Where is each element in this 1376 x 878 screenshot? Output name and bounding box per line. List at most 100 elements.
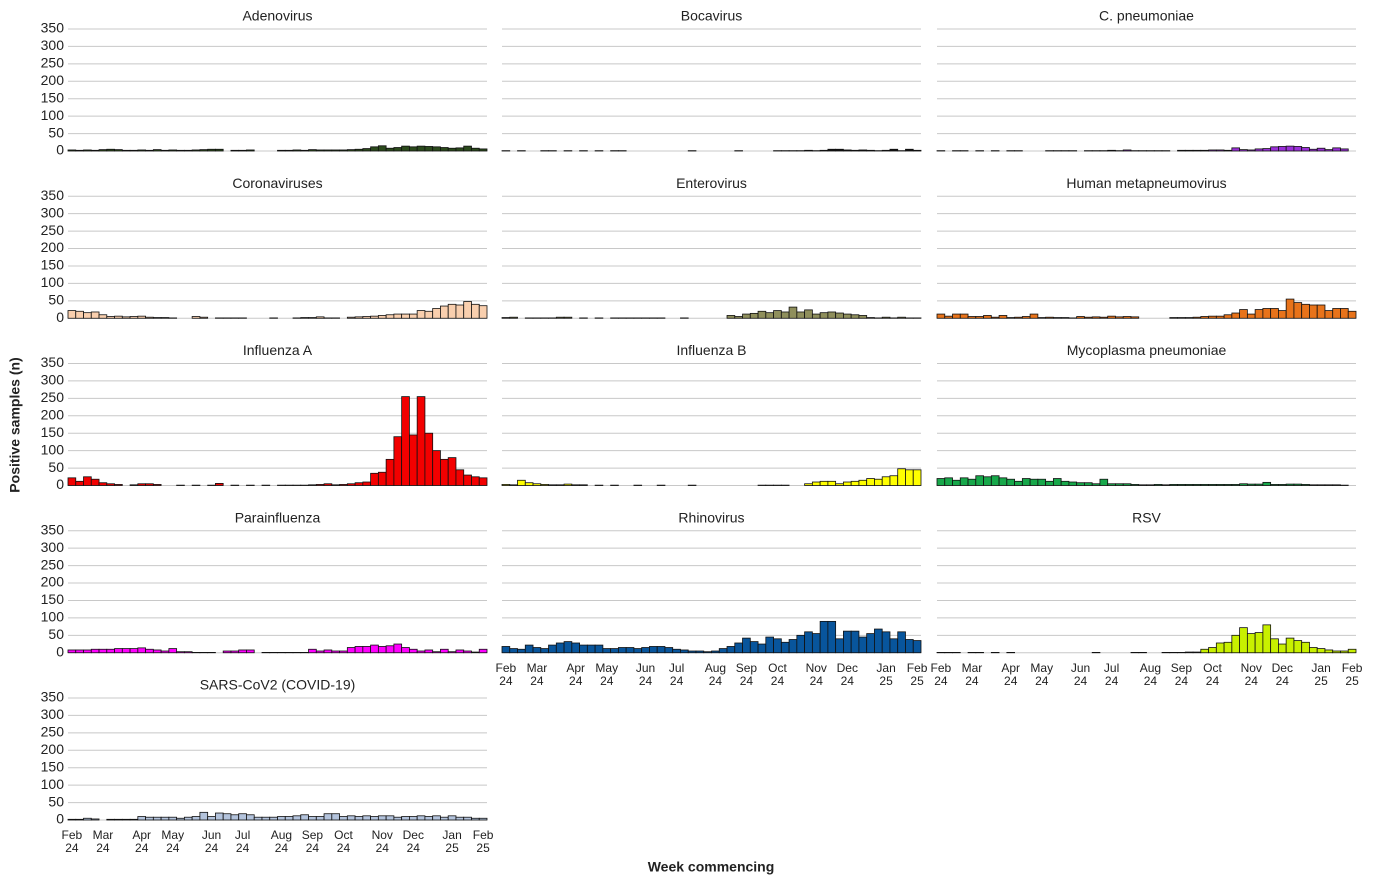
bar (540, 484, 549, 486)
bar (796, 634, 806, 654)
bar (463, 145, 472, 152)
bar (1262, 148, 1272, 152)
bar (106, 483, 115, 486)
x-tick-label: Jun 24 (201, 828, 222, 855)
panel-title: Adenovirus (242, 8, 312, 24)
bar (1029, 313, 1039, 319)
bar (83, 312, 92, 319)
bar (370, 644, 379, 654)
bar (1254, 483, 1264, 486)
bar (331, 813, 340, 821)
bar (424, 146, 434, 152)
bar (944, 477, 953, 486)
bar (1316, 147, 1326, 152)
x-tick-label: Sep 24 (1170, 660, 1193, 688)
bar (90, 311, 100, 319)
bar (1316, 484, 1326, 486)
bar (912, 149, 922, 152)
bar (897, 316, 906, 319)
y-tick-label: 350 (41, 354, 65, 370)
bar (416, 145, 426, 152)
bar (432, 815, 441, 821)
bar (788, 306, 798, 319)
bar (796, 311, 806, 319)
bar (145, 316, 154, 319)
bar (1278, 643, 1287, 654)
bar (416, 310, 426, 319)
bar (517, 479, 526, 486)
bar (967, 316, 977, 319)
bar (1029, 478, 1039, 486)
bar (1184, 651, 1194, 654)
bar (1278, 310, 1287, 319)
bar (90, 648, 100, 654)
bar (1107, 483, 1116, 486)
x-tick-label: May 24 (595, 660, 619, 688)
bar (129, 149, 139, 152)
bar (718, 648, 728, 654)
bar (773, 310, 782, 319)
bar (1347, 648, 1357, 654)
bar (199, 811, 209, 821)
bar (346, 647, 356, 654)
bar (1208, 484, 1217, 486)
bar (354, 482, 364, 486)
bar (835, 483, 844, 486)
bar (835, 148, 844, 152)
bar (811, 481, 821, 486)
bar (649, 646, 658, 654)
bar (90, 478, 100, 486)
bar (1215, 642, 1225, 654)
bar (532, 483, 542, 486)
bar (346, 316, 356, 319)
bar (912, 640, 922, 654)
bar (440, 147, 449, 152)
bar (555, 484, 565, 486)
bar (354, 316, 364, 319)
y-tick-label: 350 (41, 689, 65, 705)
bar (160, 149, 170, 152)
bar (1223, 314, 1233, 319)
bar (905, 639, 914, 654)
bar (440, 305, 449, 319)
bar (1340, 308, 1349, 319)
y-tick-label: 150 (41, 257, 65, 273)
x-tick-label: Jun 24 (1070, 660, 1091, 688)
bar (292, 815, 302, 821)
bar (106, 648, 115, 654)
bar (617, 647, 627, 654)
bar (478, 477, 488, 486)
bar (1239, 149, 1248, 152)
bar (1215, 149, 1225, 152)
bar (1200, 648, 1209, 654)
bar (106, 148, 115, 152)
bar (323, 149, 333, 152)
bar (230, 149, 240, 152)
bar (555, 316, 565, 319)
x-tick-label: May 24 (1030, 660, 1054, 688)
bar (983, 315, 992, 319)
bar (1192, 149, 1202, 152)
bar (866, 478, 875, 486)
bar (401, 313, 410, 319)
y-tick-label: 200 (41, 406, 65, 422)
bar (1184, 149, 1194, 152)
bar (183, 651, 193, 654)
bar (315, 650, 325, 654)
bar (238, 149, 247, 152)
bar (749, 641, 759, 654)
bar (129, 648, 139, 654)
x-tick-label: Dec 24 (836, 660, 858, 688)
bar (866, 317, 875, 319)
bar (215, 148, 224, 152)
bar (129, 818, 139, 821)
y-tick-label: 50 (48, 292, 64, 308)
bar (1200, 484, 1209, 486)
bar (835, 312, 844, 319)
bar (440, 648, 449, 654)
bar (1184, 484, 1194, 486)
bar (176, 149, 185, 152)
bar (152, 149, 162, 152)
bar (315, 484, 325, 486)
y-tick-label: 150 (41, 591, 65, 607)
